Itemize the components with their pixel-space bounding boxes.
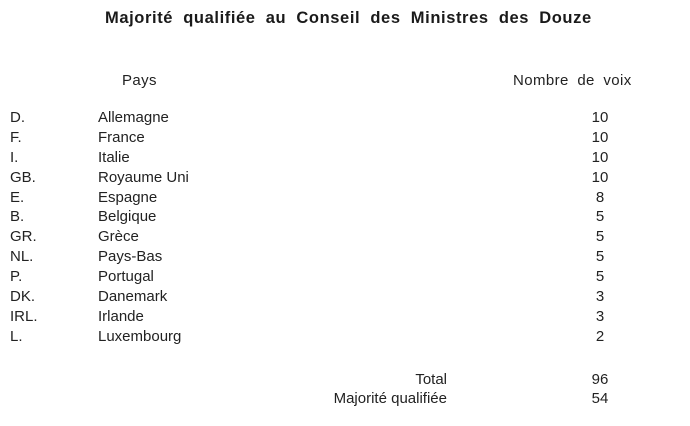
country-code: GB. <box>10 168 36 186</box>
vote-count: 10 <box>591 128 609 146</box>
country-code: E. <box>10 188 25 206</box>
country-code: IRL. <box>10 307 38 325</box>
table-row: I. Italie 10 <box>0 148 690 168</box>
table-row: P. Portugal 5 <box>0 267 690 287</box>
table-row: GR. Grèce 5 <box>0 227 690 247</box>
table-row: IRL. Irlande 3 <box>0 307 690 327</box>
vote-count: 5 <box>595 268 605 286</box>
vote-count: 8 <box>595 188 605 206</box>
vote-count: 5 <box>595 208 605 226</box>
vote-count: 5 <box>595 248 605 266</box>
table-row: E. Espagne 8 <box>0 188 690 208</box>
country-code: D. <box>10 109 25 126</box>
country-name: Danemark <box>98 288 168 306</box>
country-code: L. <box>10 327 23 345</box>
country-name: Pays-Bas <box>98 248 163 266</box>
country-code: NL. <box>10 248 34 266</box>
majority-value: 54 <box>591 390 609 407</box>
table-row: B. Belgique 5 <box>0 207 690 227</box>
country-name: Belgique <box>98 208 157 226</box>
table-row: GB. Royaume Uni 10 <box>0 168 690 188</box>
country-name: Italie <box>98 148 130 166</box>
column-header-country: Pays <box>122 72 157 89</box>
vote-count: 10 <box>591 168 609 186</box>
majority-row: Majorité qualifiée 54 <box>0 389 690 409</box>
table-row: F. France 10 <box>0 128 690 148</box>
country-name: France <box>98 128 145 146</box>
country-name: Royaume Uni <box>98 168 189 186</box>
vote-count: 10 <box>591 148 609 166</box>
country-code: I. <box>10 148 19 166</box>
table-row: D. Allemagne 10 <box>0 108 690 128</box>
votes-table: D. Allemagne 10 F. France 10 I. Italie 10 GB. Roya… <box>0 108 690 347</box>
table-row: L. Luxembourg 2 <box>0 327 690 347</box>
document-title: Majorité qualifiée au Conseil des Minist… <box>105 9 592 27</box>
country-code: P. <box>10 268 23 286</box>
majority-label: Majorité qualifiée <box>333 390 447 407</box>
vote-count: 2 <box>595 327 605 345</box>
vote-count: 3 <box>595 288 605 306</box>
country-code: B. <box>10 208 25 226</box>
table-row: NL. Pays-Bas 5 <box>0 247 690 267</box>
country-name: Luxembourg <box>98 327 182 345</box>
country-code: GR. <box>10 228 37 246</box>
country-name: Allemagne <box>98 109 169 126</box>
country-name: Espagne <box>98 188 158 206</box>
total-label: Total <box>415 371 447 388</box>
country-code: DK. <box>10 288 36 306</box>
total-row: Total 96 <box>0 370 690 390</box>
country-code: F. <box>10 128 22 146</box>
column-header-votes: Nombre de voix <box>513 72 632 89</box>
vote-count: 3 <box>595 307 605 325</box>
country-name: Grèce <box>98 228 139 246</box>
table-row: DK. Danemark 3 <box>0 287 690 307</box>
vote-count: 5 <box>595 228 605 246</box>
vote-count: 10 <box>591 109 609 126</box>
country-name: Portugal <box>98 268 154 286</box>
country-name: Irlande <box>98 307 144 325</box>
total-value: 96 <box>591 371 609 388</box>
